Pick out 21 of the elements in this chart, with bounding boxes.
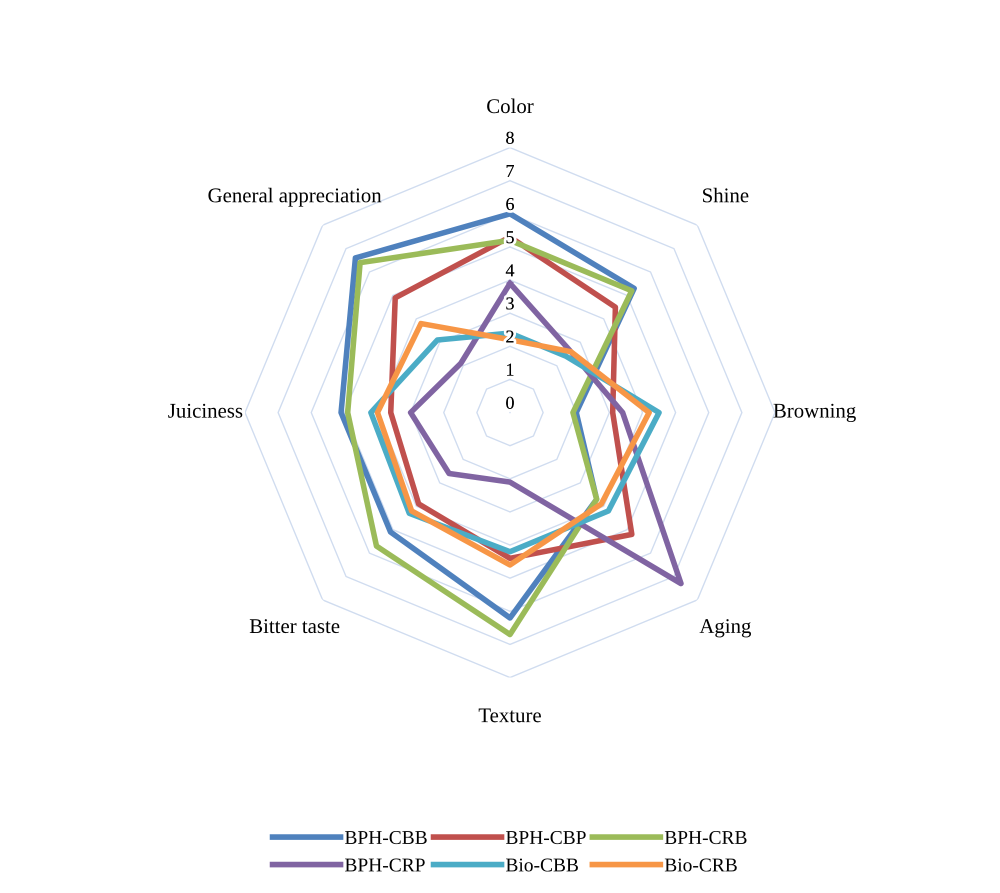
spoke-label: Bitter taste (250, 619, 340, 634)
legend-label: Bio-CRB (664, 858, 737, 872)
y-tick-label: 8 (506, 132, 514, 144)
y-tick-label: 0 (506, 396, 514, 409)
spoke-label: Color (487, 98, 534, 114)
spoke-label: General appreciation (208, 188, 382, 207)
spoke-label: Shine (703, 188, 748, 202)
legend-label: BPH-CBP (506, 831, 586, 844)
y-tick-label: 3 (506, 297, 514, 310)
legend-label: Bio-CBB (506, 858, 578, 872)
spoke-label: Juiciness (168, 404, 242, 418)
spoke-label: Browning (774, 404, 856, 422)
spoke-label: Texture (478, 708, 541, 722)
y-tick-label: 1 (507, 364, 514, 376)
y-tick-label: 7 (506, 165, 514, 177)
spoke-label: Aging (700, 619, 752, 638)
legend-label: BPH-CRB (664, 831, 747, 844)
y-tick-label: 6 (506, 198, 514, 210)
legend-label: BPH-CRP (345, 858, 425, 872)
legend-label: BPH-CBB (345, 831, 427, 844)
y-tick-label: 4 (506, 264, 514, 276)
